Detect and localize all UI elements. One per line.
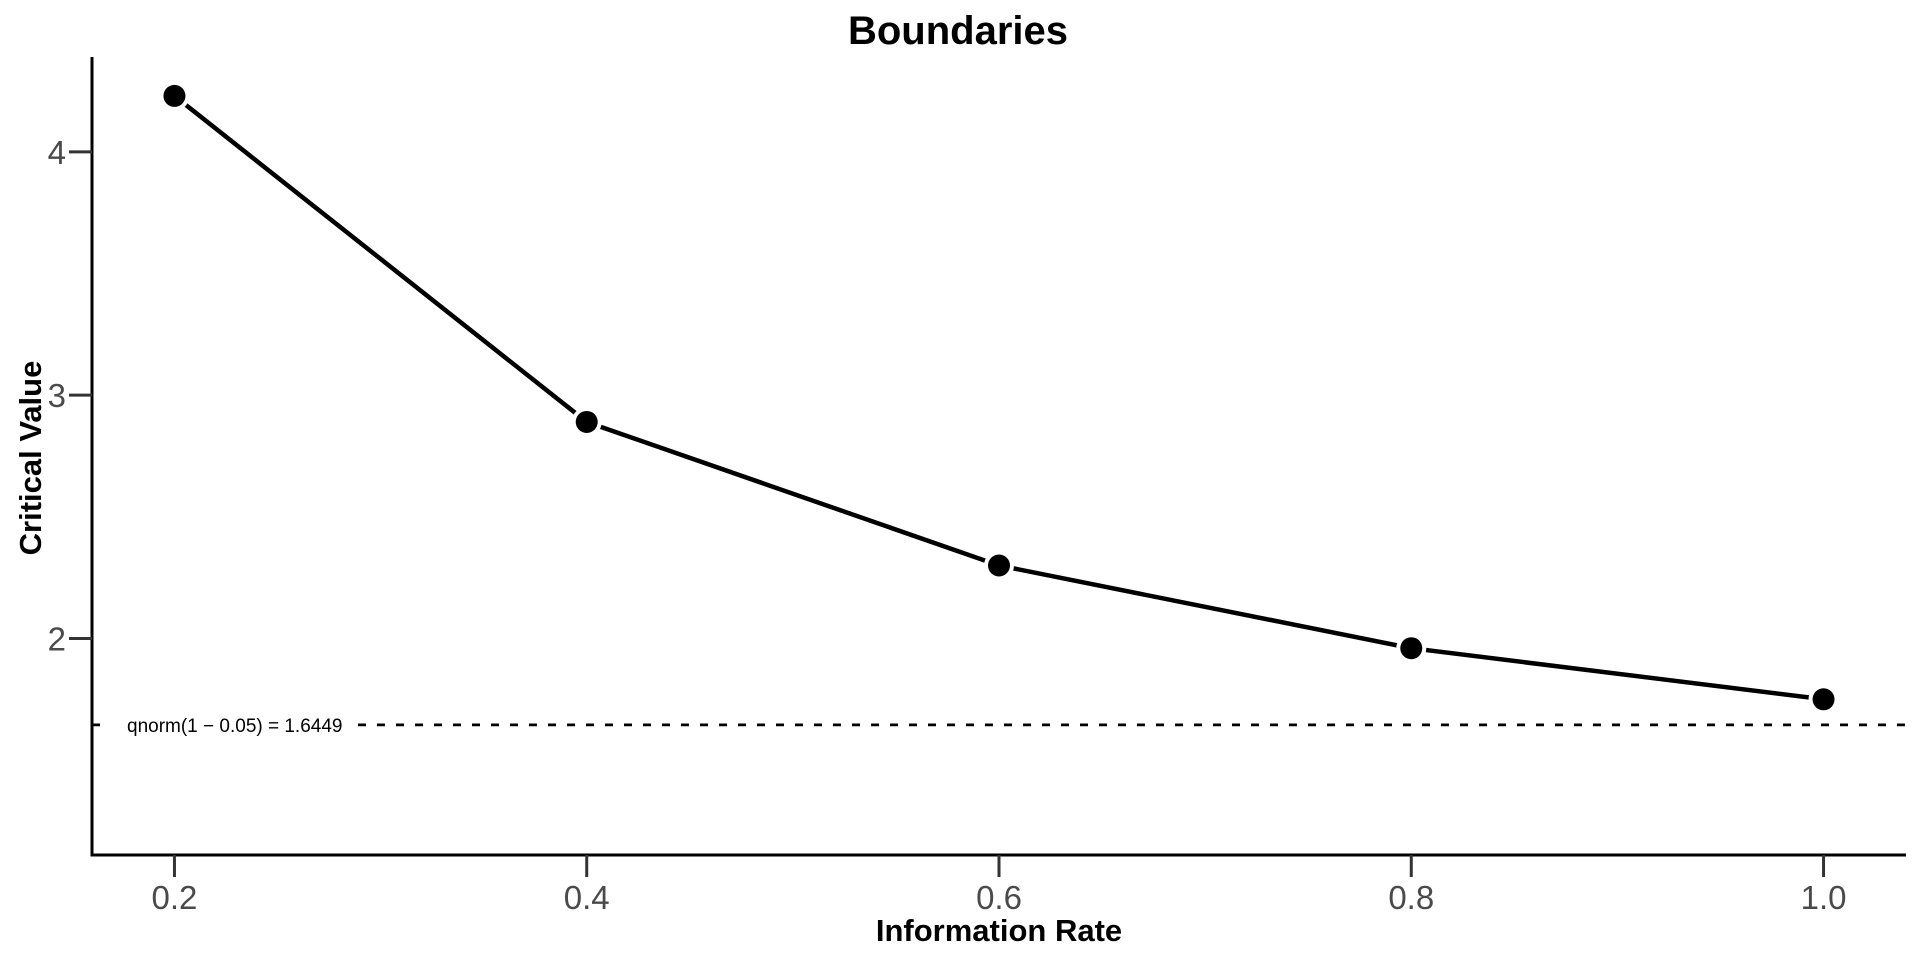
data-point (163, 84, 186, 107)
reference-label: qnorm(1 − 0.05) = 1.6449 (127, 716, 342, 737)
data-point (1400, 637, 1423, 660)
x-tick-label: 1.0 (1801, 879, 1847, 916)
x-tick-label: 0.8 (1388, 879, 1434, 916)
series-layer (159, 80, 1839, 715)
y-tick-label: 3 (48, 377, 66, 414)
data-point (575, 410, 598, 433)
x-tick-label: 0.2 (152, 879, 198, 916)
y-axis-title: Critical Value (13, 361, 48, 556)
y-tick-label: 2 (48, 620, 66, 657)
y-tick-label: 4 (48, 134, 66, 171)
x-tick-layer: 0.2 0.4 0.6 0.8 1.0 (152, 855, 1847, 916)
data-point (1812, 688, 1835, 711)
data-point (988, 554, 1010, 577)
x-axis-title: Information Rate (876, 913, 1122, 948)
series-line (173, 94, 1824, 702)
x-tick-label: 0.6 (976, 879, 1022, 916)
chart-title: Boundaries (848, 9, 1068, 53)
x-tick-label: 0.4 (564, 879, 610, 916)
reference-label-background (110, 705, 350, 743)
y-tick-layer: 2 3 4 (48, 134, 92, 657)
